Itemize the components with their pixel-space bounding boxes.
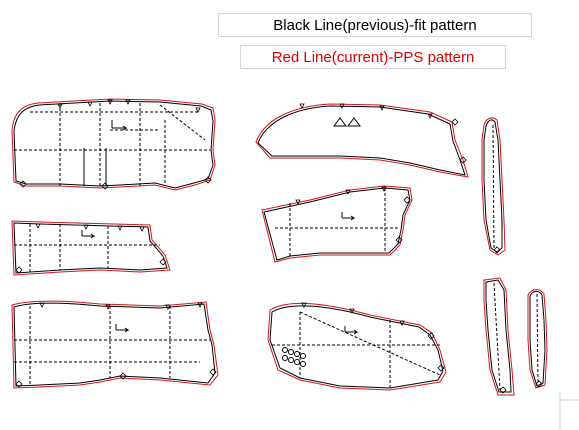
pattern-piece-back-yoke xyxy=(255,103,469,178)
pattern-piece-trouser-panel xyxy=(11,300,219,389)
legend-black-line: Black Line(previous)-fit pattern xyxy=(218,13,532,37)
pattern-piece-strap-right-top xyxy=(481,117,506,256)
pattern-piece-strap-right-bottom-1 xyxy=(483,277,515,396)
pattern-piece-back-panel-upper xyxy=(261,185,413,263)
pattern-piece-back-panel-lower xyxy=(267,302,447,391)
pattern-piece-front-bodice xyxy=(11,98,216,191)
legend-red-line: Red Line(current)-PPS pattern xyxy=(240,45,506,69)
pattern-piece-strap-right-bottom-2 xyxy=(527,289,548,389)
notch-markers xyxy=(35,99,433,326)
frame-corner xyxy=(559,392,579,430)
pattern-piece-sleeve-short xyxy=(11,220,171,276)
diamond-markers xyxy=(15,118,543,394)
